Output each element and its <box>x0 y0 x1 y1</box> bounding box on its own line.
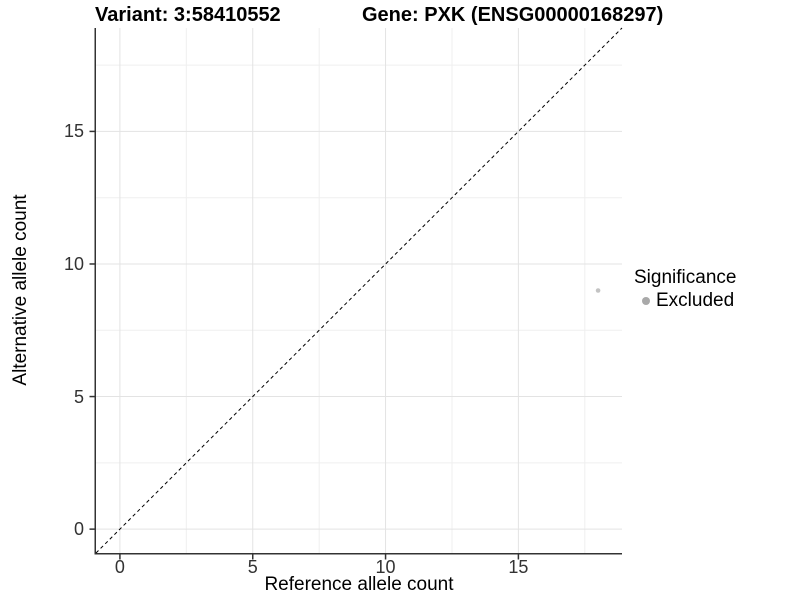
y-tick-label: 15 <box>63 121 84 142</box>
variant-title: Variant: 3:58410552 <box>95 4 281 26</box>
legend: Significance Excluded <box>634 266 736 312</box>
x-tick-label: 0 <box>114 557 125 577</box>
y-tick-label: 5 <box>73 386 84 407</box>
x-tick-label: 10 <box>375 557 396 577</box>
legend-item-excluded: Excluded <box>634 290 736 312</box>
data-point <box>595 288 601 293</box>
y-axis-title: Alternative allele count <box>10 194 31 386</box>
x-axis-title: Reference allele count <box>264 574 454 595</box>
excluded-marker-icon <box>642 297 650 305</box>
gene-title: Gene: PXK (ENSG00000168297) <box>362 4 664 26</box>
y-tick-label: 10 <box>63 253 84 274</box>
identity-line <box>95 27 623 554</box>
x-tick-label: 15 <box>508 557 529 577</box>
legend-title: Significance <box>634 267 737 288</box>
y-tick-label: 0 <box>73 519 84 540</box>
x-tick-label: 5 <box>247 557 258 577</box>
legend-item-label: Excluded <box>656 290 735 311</box>
